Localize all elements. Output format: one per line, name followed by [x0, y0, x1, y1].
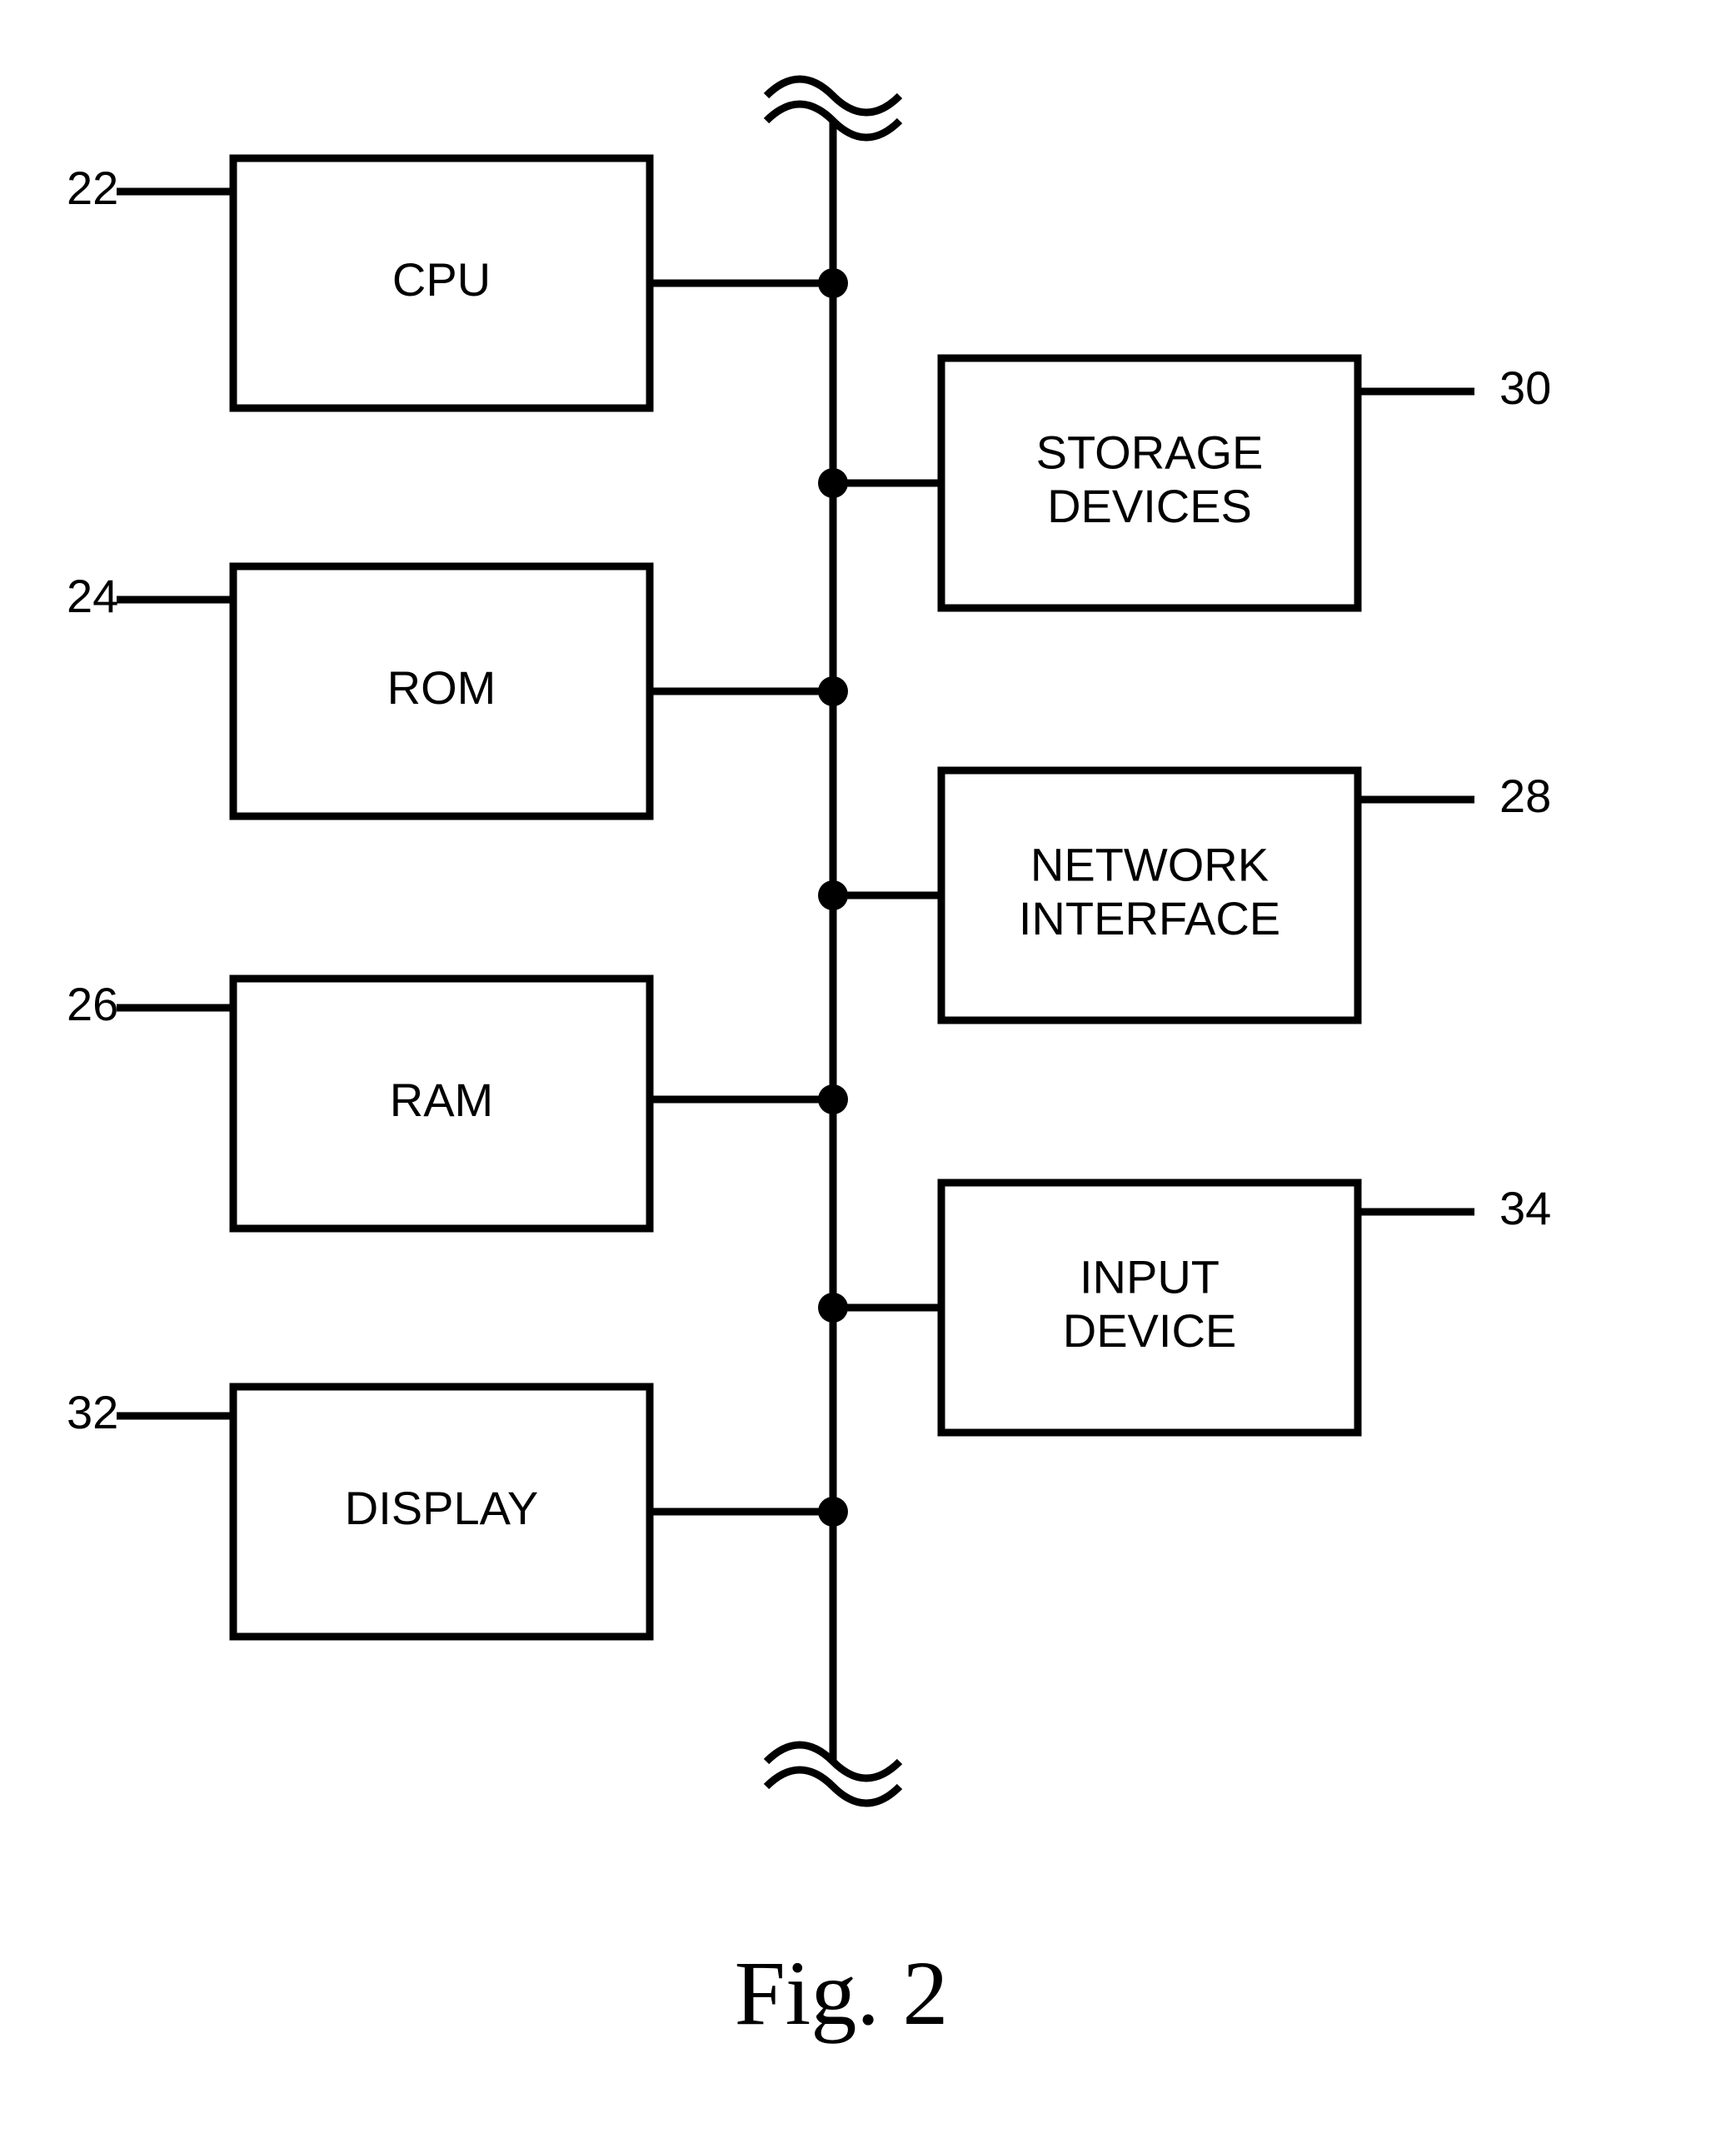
block-label-display: DISPLAY	[345, 1482, 538, 1534]
block-label-storage-line-0: STORAGE	[1036, 426, 1264, 479]
bus-tap-storage	[818, 468, 848, 498]
bus-tap-input	[818, 1293, 848, 1323]
block-label-input-line-1: DEVICE	[1063, 1304, 1237, 1357]
ref-label-ram: 26	[67, 978, 118, 1030]
bus-tap-cpu	[818, 268, 848, 298]
block-label-input-line-0: INPUT	[1080, 1251, 1220, 1303]
block-label-cpu: CPU	[392, 253, 491, 306]
figure-caption: Fig. 2	[735, 1942, 949, 2044]
background	[0, 0, 1736, 2143]
bus-tap-display	[818, 1497, 848, 1527]
bus-tap-ram	[818, 1084, 848, 1114]
ref-label-input: 34	[1499, 1182, 1551, 1234]
bus-diagram: CPU 22 ROM 24 RAM 26 DISPLAY 32 STORAGEDEVICES 30…	[0, 0, 1736, 2143]
ref-label-network: 28	[1499, 770, 1551, 822]
ref-label-rom: 24	[67, 570, 118, 622]
block-label-network-line-0: NETWORK	[1030, 839, 1269, 891]
block-label-rom: ROM	[387, 661, 496, 714]
ref-label-storage: 30	[1499, 361, 1551, 414]
bus-tap-network	[818, 880, 848, 910]
block-label-ram: RAM	[390, 1074, 493, 1126]
block-label-storage-line-1: DEVICES	[1047, 480, 1252, 532]
bus-tap-rom	[818, 676, 848, 706]
ref-label-display: 32	[67, 1386, 118, 1438]
ref-label-cpu: 22	[67, 162, 118, 214]
block-label-network-line-1: INTERFACE	[1019, 892, 1280, 944]
